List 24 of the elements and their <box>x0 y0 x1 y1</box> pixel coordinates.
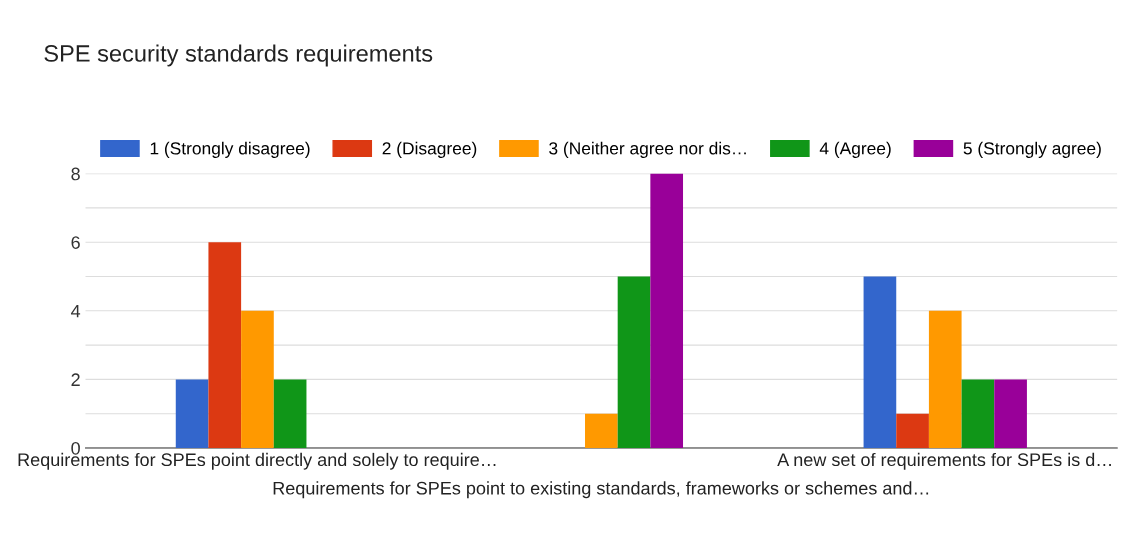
legend-label: 2 (Disagree) <box>382 141 477 158</box>
bar <box>863 276 897 448</box>
legend-label: 5 (Strongly agree) <box>963 141 1101 158</box>
legend-label: 3 (Neither agree nor dis… <box>549 141 746 158</box>
y-tick-label: 6 <box>71 236 80 249</box>
bar <box>896 413 929 448</box>
bar <box>175 379 209 448</box>
bar <box>650 173 684 448</box>
legend-label: 4 (Agree) <box>819 141 891 158</box>
chart-title: SPE security standards requirements <box>44 44 433 67</box>
bar <box>208 242 242 448</box>
x-tick-label: Requirements for SPEs point to existing standards, frameworks or schemes and… <box>273 481 929 499</box>
bar <box>961 379 995 448</box>
bar <box>994 379 1027 448</box>
bar <box>585 413 618 448</box>
bar <box>241 310 274 448</box>
bar <box>617 276 651 448</box>
y-tick-label: 4 <box>71 304 81 318</box>
legend-label: 1 (Strongly disagree) <box>150 141 310 158</box>
bar <box>928 310 962 448</box>
y-tick-label: 8 <box>71 167 80 181</box>
x-tick-label: A new set of requirements for SPEs is d… <box>777 452 1111 470</box>
y-tick-label: 2 <box>71 373 80 386</box>
bar <box>273 379 307 448</box>
